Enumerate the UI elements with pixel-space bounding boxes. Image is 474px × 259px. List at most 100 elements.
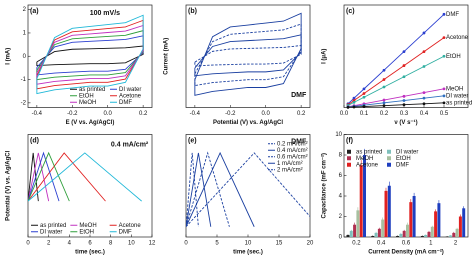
bar [349,230,353,237]
bar [363,155,366,237]
bar [434,211,438,237]
panel-label: (b) [188,8,197,15]
data-point [346,105,350,109]
legend-label: 2 mA/cm² [277,167,303,173]
x-tick-label: 0.6 [402,241,411,247]
data-point [442,12,446,16]
y-tick-label: 8 [339,153,343,159]
x-tick-label: 0.2 [139,111,148,117]
y-axis-label: I (mA) [6,48,12,65]
panel: -0.4 -0.2 0.0 0.2 Potential (V) vs. Ag/AgCl C… [164,4,311,126]
x-tick-label: 5 [215,241,219,247]
x-axis-label: Potential (V) vs. Ag/AgCl [213,120,283,126]
x-tick-label: 0.4 [377,241,386,247]
plot-frame [343,4,469,108]
annotation: DMF [291,92,307,99]
data-point [422,50,426,53]
x-tick-label: 0 [26,241,30,247]
legend-label: MeOH [356,156,373,162]
series-line [194,34,302,77]
x-tick-label: -0.4 [32,111,43,117]
bar [462,208,466,237]
data-point [352,100,356,104]
legend-label: Acetone [446,35,469,41]
data-point [382,104,386,108]
x-tick-label: 0 [184,241,188,247]
y-axis-label: I (μA) [322,49,328,64]
data-point [382,101,386,105]
data-point [422,102,426,106]
bar [384,190,388,237]
x-axis-label: E (V vs. Ag/AgCl) [66,120,115,126]
panel-label: (e) [188,137,197,144]
data-point [402,75,406,79]
series-line [36,24,144,85]
bar [406,224,409,237]
x-tick-label: 8 [109,241,113,247]
data-point [382,68,386,72]
panel-label: (d) [30,137,39,144]
data-point [442,87,446,91]
series-line [186,152,212,227]
bar [437,203,441,237]
legend-label: DI water [40,229,62,235]
legend-swatch [387,156,391,161]
x-tick-label: -0.4 [190,111,201,117]
x-tick-label: 2 [47,241,51,247]
data-point [402,64,406,67]
legend-label: DMF [446,12,459,18]
series-line [347,13,445,105]
data-point [362,87,366,91]
x-axis-label: ν (V s⁻¹) [394,119,417,126]
legend-label: DMF [396,162,409,168]
series-line [28,152,106,202]
plot-frame [185,4,311,108]
series-line [28,152,50,202]
legend-label: as printed [40,223,66,229]
legend-swatch [387,162,391,167]
data-point [402,94,406,98]
annotation: 100 mV/s [90,10,120,17]
x-tick-label: -0.2 [67,111,78,117]
data-point [382,85,386,89]
panel-label: (f) [346,137,353,144]
bar [377,228,381,237]
bar [356,210,360,237]
legend-label: Acetone [119,93,142,99]
legend-label: EtOH [396,156,411,162]
data-point [362,95,366,99]
x-axis-label: Current Density (mA cm⁻²) [368,249,444,256]
legend-label: 0.2 mA/cm² [277,141,308,147]
legend-label: DI water [119,87,141,93]
y-axis-label: Current (mA) [164,38,170,75]
panel: -2 -1 0 1 2 -0.4 -0.2 0.0 0.2 E (V vs. Ag/AgCl) I … [6,4,153,126]
bar [458,216,462,237]
x-tick-label: 0.0 [262,111,271,117]
data-point [352,96,356,100]
bar [409,202,413,237]
x-tick-label: 2 [454,241,458,247]
bar [448,235,452,237]
legend-label: DI water [446,93,468,99]
panel: 0 2 4 6 8 10 12 time (sec.) Potential (V) vs. Ag… [6,134,156,256]
bar [452,232,456,237]
x-tick-label: 0.0 [104,111,113,117]
x-tick-label: 12 [149,241,156,247]
bar [402,230,406,237]
series-line [194,12,302,96]
series-line [36,14,144,95]
data-point [422,65,426,68]
y-tick-label: 0 [23,54,27,60]
series-line [28,151,60,202]
bar [455,228,459,237]
series-line [186,151,230,227]
legend-label: EtOH [79,93,94,99]
series-line [36,35,144,76]
bar [359,165,363,237]
data-point [382,98,386,102]
legend-label: as printed [446,100,472,106]
legend-label: 0.6 mA/cm² [277,154,308,160]
series-line [28,151,70,202]
series-line [194,23,302,87]
